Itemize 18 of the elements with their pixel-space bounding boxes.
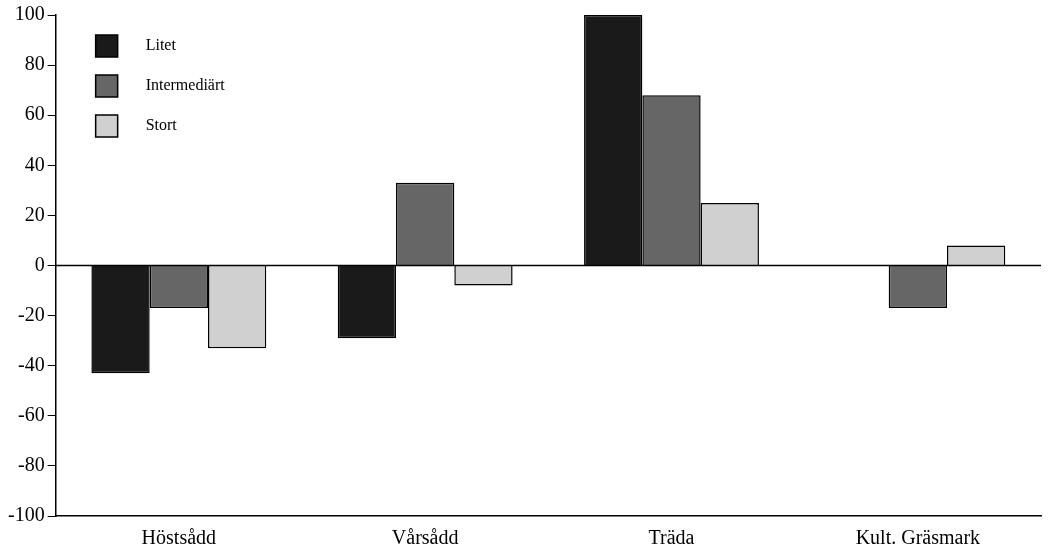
x-tick-label: Höstsådd: [141, 526, 217, 549]
y-tick-label: 60: [24, 102, 45, 125]
legend-label: Stort: [145, 116, 178, 134]
x-tick-label: Kult. Gräsmark: [855, 526, 981, 549]
y-tick-label: 20: [24, 202, 45, 225]
y-tick-label: 100: [14, 2, 45, 25]
x-tick-label: Vårsådd: [391, 526, 459, 549]
y-tick-label: -60: [17, 403, 45, 426]
y-tick-label: -80: [17, 453, 45, 476]
legend-label: Intermediärt: [145, 76, 226, 94]
y-tick-label: 0: [34, 252, 45, 275]
y-tick-label: -100: [7, 503, 45, 526]
y-tick-label: -40: [17, 352, 45, 375]
y-tick-label: -20: [17, 302, 45, 325]
y-tick-label: 80: [24, 52, 45, 75]
legend-label: Litet: [145, 36, 177, 54]
y-tick-label: 40: [24, 152, 45, 175]
x-tick-label: Träda: [648, 526, 695, 549]
